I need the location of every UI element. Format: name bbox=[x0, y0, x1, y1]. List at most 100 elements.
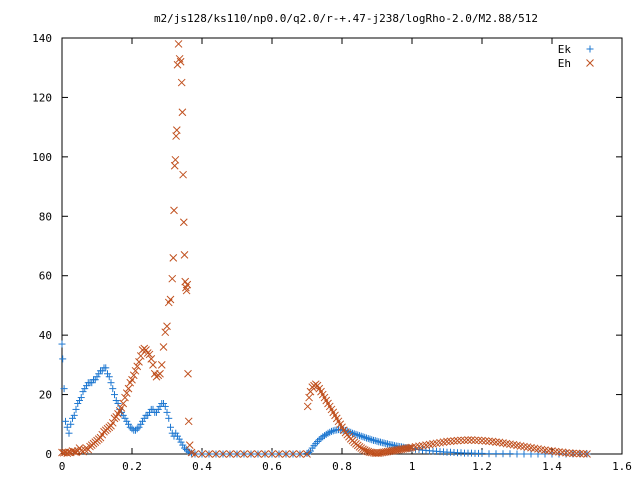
point-eh bbox=[303, 402, 312, 411]
point-ek bbox=[72, 405, 80, 413]
x-tick-label: 0 bbox=[59, 460, 66, 473]
point-eh bbox=[485, 437, 493, 446]
point-eh bbox=[124, 384, 133, 393]
point-ek bbox=[163, 408, 171, 416]
point-eh bbox=[183, 280, 192, 289]
point-eh bbox=[129, 371, 138, 380]
point-eh bbox=[555, 448, 563, 456]
point-ek bbox=[167, 423, 174, 431]
point-eh bbox=[471, 436, 479, 445]
point-ek bbox=[380, 439, 388, 447]
point-ek bbox=[121, 414, 129, 422]
y-tick-label: 80 bbox=[39, 210, 52, 223]
point-eh bbox=[446, 437, 455, 446]
point-ek bbox=[98, 367, 106, 375]
point-ek bbox=[76, 397, 83, 405]
point-eh bbox=[478, 436, 486, 445]
point-ek bbox=[315, 436, 323, 444]
point-eh bbox=[184, 417, 193, 426]
y-tick-label: 0 bbox=[45, 448, 52, 461]
point-ek bbox=[62, 417, 69, 425]
point-eh bbox=[117, 404, 126, 412]
point-eh bbox=[583, 450, 591, 458]
point-eh bbox=[247, 450, 255, 458]
point-eh bbox=[492, 438, 500, 446]
legend-marker-ek bbox=[586, 45, 594, 53]
point-eh bbox=[268, 450, 276, 458]
point-ek bbox=[60, 385, 68, 393]
point-eh bbox=[443, 437, 451, 446]
point-ek bbox=[160, 399, 167, 407]
series-ek bbox=[58, 340, 591, 458]
point-ek bbox=[366, 435, 374, 443]
point-ek bbox=[377, 438, 384, 446]
point-ek bbox=[314, 438, 321, 446]
point-eh bbox=[303, 450, 311, 458]
point-ek bbox=[384, 440, 391, 448]
point-ek bbox=[354, 431, 362, 439]
point-ek bbox=[95, 370, 103, 378]
point-eh bbox=[226, 450, 234, 458]
x-tick-label: 0.6 bbox=[262, 460, 282, 473]
point-ek bbox=[177, 438, 185, 446]
point-eh bbox=[254, 450, 262, 458]
point-ek bbox=[179, 441, 187, 449]
legend-label-eh: Eh bbox=[558, 57, 571, 70]
point-eh bbox=[306, 387, 315, 396]
point-eh bbox=[184, 369, 192, 378]
x-tick-label: 0.4 bbox=[192, 460, 212, 473]
point-eh bbox=[170, 206, 178, 215]
x-tick-label: 1.6 bbox=[612, 460, 632, 473]
y-tick-label: 40 bbox=[39, 329, 52, 342]
legend-marker-symbol bbox=[586, 45, 594, 53]
point-eh bbox=[457, 436, 465, 445]
point-ek bbox=[69, 414, 76, 422]
point-ek bbox=[352, 430, 360, 438]
point-eh bbox=[212, 450, 220, 458]
point-eh bbox=[131, 366, 140, 375]
point-eh bbox=[185, 441, 194, 449]
point-ek bbox=[59, 355, 67, 363]
point-ek bbox=[104, 370, 111, 378]
series-eh bbox=[58, 40, 591, 458]
point-eh bbox=[166, 295, 175, 304]
point-eh bbox=[147, 355, 156, 363]
point-eh bbox=[460, 436, 469, 445]
point-eh bbox=[453, 436, 462, 445]
point-ek bbox=[165, 414, 173, 422]
point-ek bbox=[329, 427, 337, 435]
point-ek bbox=[415, 446, 423, 454]
point-ek bbox=[485, 450, 493, 458]
x-tick-label: 1 bbox=[409, 460, 416, 473]
point-eh bbox=[108, 418, 117, 427]
point-ek bbox=[63, 423, 71, 431]
y-tick-label: 60 bbox=[39, 270, 52, 283]
point-ek bbox=[324, 429, 332, 437]
point-ek bbox=[363, 434, 370, 442]
point-eh bbox=[179, 170, 187, 179]
point-eh bbox=[172, 126, 181, 134]
point-ek bbox=[126, 423, 134, 431]
point-ek bbox=[153, 408, 160, 416]
point-ek bbox=[373, 437, 381, 445]
chart-title: m2/js128/ks110/np0.0/q2.0/r-+.47-j238/lo… bbox=[154, 12, 538, 25]
point-eh bbox=[275, 450, 283, 458]
point-ek bbox=[137, 420, 145, 428]
point-ek bbox=[359, 433, 367, 441]
point-eh bbox=[464, 436, 472, 444]
point-ek bbox=[79, 388, 87, 396]
legend-marker-symbol bbox=[586, 59, 594, 67]
point-eh bbox=[191, 450, 199, 458]
point-ek bbox=[506, 450, 514, 458]
point-eh bbox=[133, 362, 142, 371]
point-ek bbox=[172, 429, 180, 437]
point-ek bbox=[132, 426, 139, 434]
y-tick-label: 20 bbox=[39, 389, 52, 402]
point-eh bbox=[450, 437, 458, 445]
point-eh bbox=[576, 449, 584, 458]
point-eh bbox=[178, 108, 187, 117]
point-ek bbox=[174, 432, 181, 440]
point-eh bbox=[261, 450, 269, 458]
point-ek bbox=[364, 435, 372, 443]
